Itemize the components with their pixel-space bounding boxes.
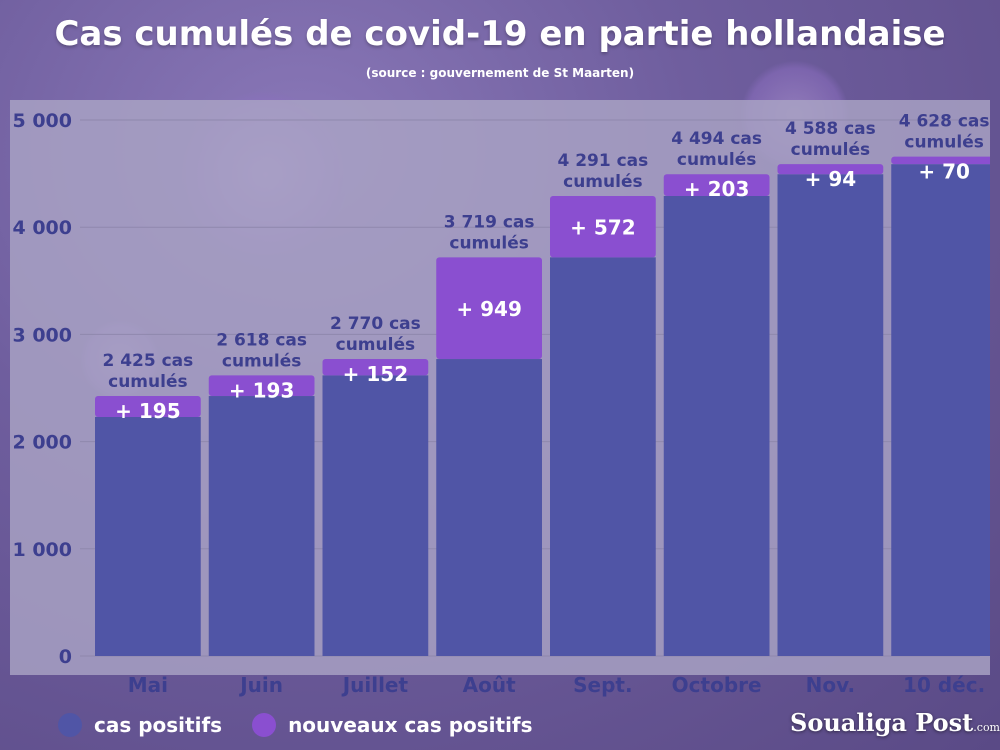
x-tick-label: Nov.: [806, 673, 855, 697]
total-label: 4 291 cas cumulés: [557, 151, 648, 192]
y-tick-label: 3 000: [13, 324, 73, 346]
bar-base: [95, 416, 201, 656]
bar-base: [777, 174, 884, 656]
total-label: 4 494 cas cumulés: [671, 129, 762, 170]
x-tick-label: Sept.: [573, 673, 632, 697]
brand-suffix: .com: [973, 721, 1000, 734]
bar-new: [208, 375, 315, 397]
total-label: 2 425 cas cumulés: [102, 351, 193, 392]
bar-base: [550, 257, 656, 656]
delta-label: + 152: [343, 362, 408, 386]
bar-base: [663, 196, 770, 656]
bar-base: [891, 164, 990, 657]
legend-label-base: cas positifs: [94, 713, 223, 737]
x-tick-label: 10 déc.: [903, 673, 985, 697]
legend-swatch-base: [58, 713, 82, 737]
x-tick-label: Juin: [238, 673, 283, 697]
x-tick-label: Mai: [128, 673, 168, 697]
delta-label: + 195: [115, 399, 180, 423]
x-tick-label: Août: [463, 673, 516, 697]
x-tick-label: Octobre: [672, 673, 762, 697]
delta-label: + 70: [918, 160, 970, 184]
bar-new: [891, 156, 990, 165]
delta-label: + 94: [805, 167, 857, 191]
x-tick-label: Juillet: [341, 673, 409, 697]
total-label: 4 628 cas cumulés: [899, 112, 990, 153]
bar-chart: 0 1 000 2 000 3 000 4 000 5 000 + 195 2 425 cas…: [10, 100, 990, 697]
chart-title: Cas cumulés de covid-19 en partie hollan…: [54, 14, 946, 54]
y-tick-label: 2 000: [13, 432, 73, 454]
bar-base: [208, 396, 315, 656]
total-label: 4 588 cas cumulés: [785, 119, 876, 160]
brand-logo: Soualiga Post.com: [790, 708, 1000, 737]
plot-area: 0 1 000 2 000 3 000 4 000 5 000 + 195 2 425 cas…: [10, 100, 990, 700]
legend-item-new: nouveaux cas positifs: [252, 713, 533, 737]
delta-label: + 193: [229, 378, 294, 402]
total-label: 2 618 cas cumulés: [216, 330, 307, 371]
bar-new: [663, 174, 770, 197]
delta-label: + 203: [684, 177, 749, 201]
legend: cas positifs nouveaux cas positifs: [58, 710, 533, 740]
bar-new: [550, 196, 656, 258]
delta-label: + 949: [456, 297, 521, 321]
bar-new: [95, 396, 201, 417]
total-label: 2 770 cas cumulés: [330, 314, 421, 355]
y-tick-label: 5 000: [13, 110, 73, 132]
delta-label: + 572: [570, 216, 635, 240]
legend-item-base: cas positifs: [58, 713, 222, 737]
bar-base: [436, 359, 542, 656]
legend-swatch-new: [252, 713, 277, 737]
brand-name: Soualiga Post: [790, 708, 974, 737]
total-label: 3 719 cas cumulés: [444, 212, 535, 253]
y-tick-label: 4 000: [13, 217, 73, 239]
bar-base: [322, 375, 429, 656]
y-tick-label: 1 000: [13, 539, 73, 561]
legend-label-new: nouveaux cas positifs: [288, 713, 533, 737]
bar-new: [436, 257, 542, 360]
chart-subtitle: (source : gouvernement de St Maarten): [365, 66, 635, 80]
y-tick-label: 0: [59, 646, 72, 668]
bar-new: [322, 359, 429, 376]
bar-new: [777, 164, 884, 175]
